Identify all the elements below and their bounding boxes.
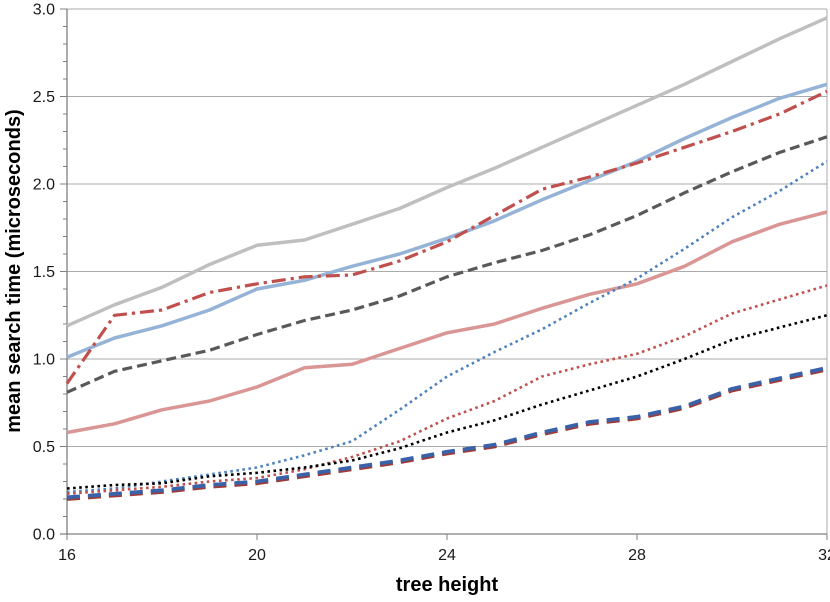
- x-tick-label: 20: [248, 547, 266, 564]
- y-tick-label: 0.0: [33, 527, 55, 544]
- x-tick-label: 28: [628, 547, 646, 564]
- x-tick-label: 24: [438, 547, 456, 564]
- series-line-gray-solid: [66, 16, 828, 328]
- y-tick-label: 1.0: [33, 352, 55, 369]
- x-tick-label: 16: [58, 547, 76, 564]
- x-tick-label: 32: [818, 547, 830, 564]
- y-tick-label: 3.0: [33, 2, 55, 19]
- series-line-dark-red-dashed: [66, 367, 828, 501]
- y-tick-label: 1.5: [33, 264, 55, 281]
- series-line-dark-red-dashdot: [65, 89, 828, 385]
- y-tick-label: 2.5: [33, 89, 55, 106]
- x-axis-title: tree height: [395, 574, 499, 596]
- series-line-dark-gray-dashed: [66, 135, 828, 394]
- series-line-blue-dotted: [66, 160, 828, 494]
- y-tick-label: 0.5: [33, 439, 55, 456]
- series-line-dark-blue-dashed: [66, 365, 828, 500]
- y-tick-label: 2.0: [33, 177, 55, 194]
- series-line-salmon-solid: [66, 210, 828, 435]
- series-line-light-blue-solid: [66, 82, 828, 359]
- series-line-black-dotted: [66, 314, 828, 490]
- y-axis-title: mean search time (microseconds): [3, 109, 25, 433]
- series-line-red-dotted: [66, 284, 828, 496]
